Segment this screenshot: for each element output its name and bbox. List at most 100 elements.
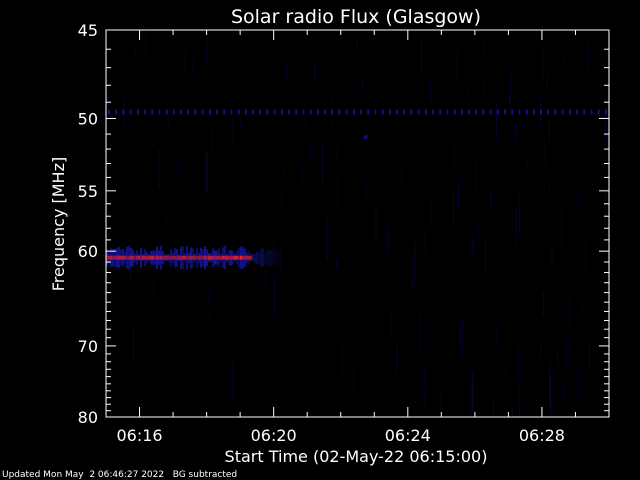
constant-line-dash xyxy=(561,109,564,115)
constant-line-dash xyxy=(590,109,593,115)
band-core xyxy=(178,255,180,260)
noise-streak xyxy=(488,136,490,142)
noise-streak xyxy=(232,116,234,146)
noise-streak xyxy=(456,50,458,83)
noise-streak xyxy=(391,309,393,340)
constant-line-dash xyxy=(151,109,154,115)
noise-streak xyxy=(308,381,310,417)
constant-line-dash xyxy=(237,109,240,115)
constant-line-dash xyxy=(576,109,578,115)
band-glow xyxy=(166,254,168,261)
constant-line-dash xyxy=(352,109,355,115)
band-core xyxy=(116,255,118,260)
noise-streak xyxy=(453,187,455,224)
constant-line-dash xyxy=(460,109,463,115)
footer: Updated Mon May 2 06:46:27 2022 BG subtr… xyxy=(2,470,237,480)
noise-streak xyxy=(414,243,416,286)
noise-streak xyxy=(591,142,593,187)
band-core xyxy=(114,255,116,260)
band-core xyxy=(208,255,210,260)
noise-streak xyxy=(273,235,275,265)
constant-line-dash xyxy=(288,109,290,115)
y-tick-label: 55 xyxy=(78,182,98,201)
y-tick-label: 80 xyxy=(78,408,98,427)
noise-streak xyxy=(511,407,513,417)
noise-streak xyxy=(145,30,147,60)
noise-streak xyxy=(192,60,194,76)
band-glow xyxy=(278,252,280,263)
band-core xyxy=(144,255,146,260)
noise-streak xyxy=(286,60,288,79)
x-axis-label: Start Time (02-May-22 06:15:00) xyxy=(225,447,488,466)
constant-line-dash xyxy=(302,109,305,115)
constant-line-dash xyxy=(338,109,341,115)
constant-line-dash xyxy=(136,109,139,115)
band-core xyxy=(246,255,248,260)
band-glow xyxy=(266,249,268,266)
constant-line-dash xyxy=(316,109,319,115)
band-core xyxy=(244,255,246,260)
band-core xyxy=(198,255,200,260)
constant-line-dash xyxy=(194,109,197,115)
noise-streak xyxy=(509,96,511,103)
noise-streak xyxy=(169,50,171,55)
noise-streak xyxy=(544,134,546,167)
y-axis-label: Frequency [MHz] xyxy=(49,157,68,291)
band-glow xyxy=(276,248,278,268)
noise-streak xyxy=(107,81,109,101)
noise-streak xyxy=(184,50,186,74)
band-glow xyxy=(140,247,142,268)
noise-streak xyxy=(393,92,395,105)
constant-line-dash xyxy=(432,109,434,115)
noise-streak xyxy=(493,402,495,417)
noise-streak xyxy=(240,116,242,129)
noise-streak xyxy=(604,193,606,225)
band-core xyxy=(110,255,112,260)
constant-line-dash xyxy=(489,109,492,115)
noise-streak xyxy=(510,70,512,112)
noise-streak xyxy=(550,374,552,415)
band-core xyxy=(194,255,196,260)
constant-line-dash xyxy=(280,109,283,115)
band-core xyxy=(218,255,220,260)
constant-line-dash xyxy=(388,109,391,115)
noise-streak xyxy=(420,36,422,73)
band-glow xyxy=(196,247,198,268)
band-glow xyxy=(274,251,276,264)
noise-streak xyxy=(387,226,389,248)
band-glow xyxy=(186,245,188,270)
noise-streak xyxy=(353,365,355,397)
noise-streak xyxy=(145,187,147,198)
band-glow xyxy=(264,253,266,263)
noise-streak xyxy=(366,178,368,203)
band-glow xyxy=(262,248,264,267)
band-core xyxy=(232,255,234,260)
band-glow xyxy=(214,250,216,265)
noise-streak xyxy=(326,218,328,261)
constant-line-dash xyxy=(518,109,521,115)
plot-frame xyxy=(105,29,610,418)
constant-line-dash xyxy=(410,109,413,115)
noise-streak xyxy=(551,246,553,265)
noise-streak xyxy=(439,387,441,413)
band-glow xyxy=(126,246,128,269)
noise-streak xyxy=(606,115,608,145)
noise-streak xyxy=(356,42,358,52)
noise-streak xyxy=(321,144,323,186)
band-core xyxy=(212,255,214,260)
band-core xyxy=(106,255,108,260)
band-core xyxy=(190,255,192,260)
band-core xyxy=(236,255,238,260)
constant-line-dash xyxy=(381,109,384,115)
constant-line-dash xyxy=(482,109,485,115)
noise-streak xyxy=(128,119,130,132)
noise-streak xyxy=(516,123,518,143)
band-core xyxy=(122,255,124,260)
band-core xyxy=(126,255,128,260)
noise-streak xyxy=(517,344,519,380)
noise-streak xyxy=(337,179,339,205)
band-glow xyxy=(258,252,260,263)
noise-streak xyxy=(430,82,432,107)
noise-streak xyxy=(548,184,550,198)
constant-line-dash xyxy=(187,109,190,115)
